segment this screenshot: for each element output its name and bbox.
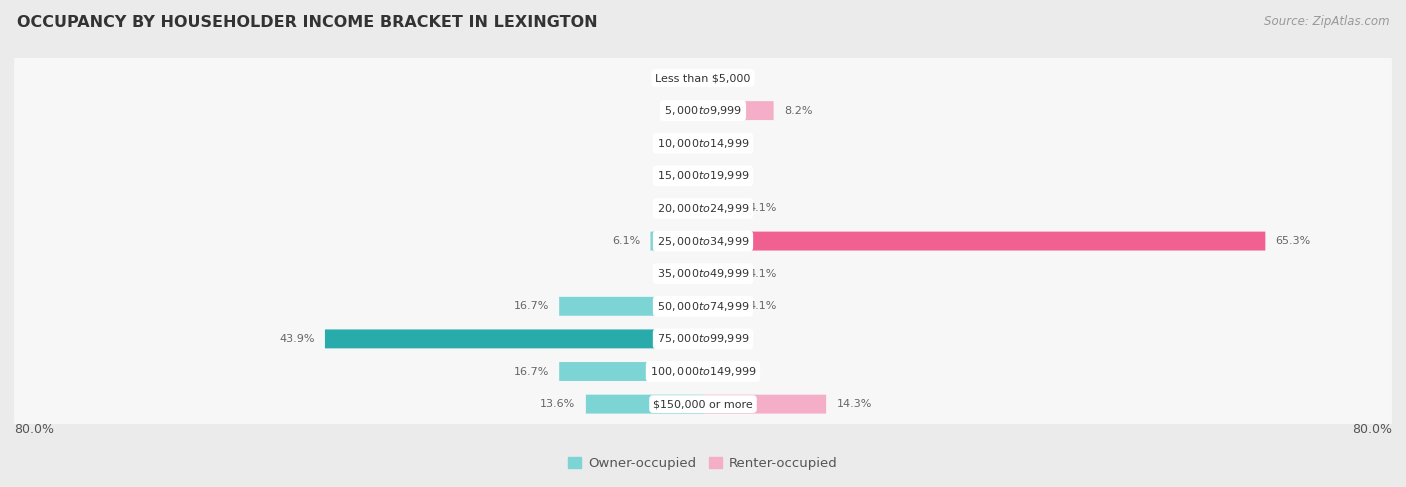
FancyBboxPatch shape (586, 394, 703, 413)
Text: $15,000 to $19,999: $15,000 to $19,999 (657, 169, 749, 182)
FancyBboxPatch shape (14, 314, 1392, 364)
FancyBboxPatch shape (703, 232, 1265, 250)
Text: 65.3%: 65.3% (1275, 236, 1310, 246)
Text: 16.7%: 16.7% (513, 367, 548, 376)
Legend: Owner-occupied, Renter-occupied: Owner-occupied, Renter-occupied (562, 452, 844, 475)
FancyBboxPatch shape (703, 264, 738, 283)
FancyBboxPatch shape (690, 199, 703, 218)
Text: $5,000 to $9,999: $5,000 to $9,999 (664, 104, 742, 117)
Text: 0.0%: 0.0% (713, 138, 741, 148)
Text: 1.5%: 1.5% (651, 171, 679, 181)
FancyBboxPatch shape (14, 281, 1392, 331)
Text: 4.1%: 4.1% (748, 301, 778, 311)
Text: $150,000 or more: $150,000 or more (654, 399, 752, 409)
FancyBboxPatch shape (703, 101, 773, 120)
Text: Source: ZipAtlas.com: Source: ZipAtlas.com (1264, 15, 1389, 28)
FancyBboxPatch shape (14, 347, 1392, 396)
FancyBboxPatch shape (703, 394, 827, 413)
Text: 8.2%: 8.2% (785, 106, 813, 115)
FancyBboxPatch shape (14, 86, 1392, 135)
Text: 43.9%: 43.9% (280, 334, 315, 344)
Text: 80.0%: 80.0% (1353, 423, 1392, 436)
Text: 4.1%: 4.1% (748, 204, 778, 213)
Text: $20,000 to $24,999: $20,000 to $24,999 (657, 202, 749, 215)
Text: $10,000 to $14,999: $10,000 to $14,999 (657, 137, 749, 150)
Text: 0.0%: 0.0% (665, 269, 693, 279)
Text: 0.0%: 0.0% (713, 334, 741, 344)
FancyBboxPatch shape (690, 167, 703, 185)
Text: 0.0%: 0.0% (665, 138, 693, 148)
Text: $35,000 to $49,999: $35,000 to $49,999 (657, 267, 749, 280)
FancyBboxPatch shape (14, 216, 1392, 266)
FancyBboxPatch shape (560, 362, 703, 381)
FancyBboxPatch shape (14, 118, 1392, 168)
Text: 16.7%: 16.7% (513, 301, 548, 311)
Text: $100,000 to $149,999: $100,000 to $149,999 (650, 365, 756, 378)
Text: 0.0%: 0.0% (713, 171, 741, 181)
Text: $75,000 to $99,999: $75,000 to $99,999 (657, 333, 749, 345)
FancyBboxPatch shape (560, 297, 703, 316)
Text: OCCUPANCY BY HOUSEHOLDER INCOME BRACKET IN LEXINGTON: OCCUPANCY BY HOUSEHOLDER INCOME BRACKET … (17, 15, 598, 30)
Text: 13.6%: 13.6% (540, 399, 575, 409)
FancyBboxPatch shape (703, 297, 738, 316)
Text: Less than $5,000: Less than $5,000 (655, 73, 751, 83)
FancyBboxPatch shape (14, 249, 1392, 299)
Text: 0.0%: 0.0% (665, 73, 693, 83)
Text: $50,000 to $74,999: $50,000 to $74,999 (657, 300, 749, 313)
FancyBboxPatch shape (703, 199, 738, 218)
Text: 0.0%: 0.0% (665, 106, 693, 115)
FancyBboxPatch shape (14, 151, 1392, 201)
Text: 4.1%: 4.1% (748, 269, 778, 279)
Text: 0.0%: 0.0% (713, 367, 741, 376)
Text: $25,000 to $34,999: $25,000 to $34,999 (657, 235, 749, 247)
FancyBboxPatch shape (651, 232, 703, 250)
FancyBboxPatch shape (14, 53, 1392, 103)
Text: 14.3%: 14.3% (837, 399, 872, 409)
FancyBboxPatch shape (14, 184, 1392, 233)
FancyBboxPatch shape (14, 379, 1392, 429)
FancyBboxPatch shape (325, 329, 703, 348)
Text: 1.5%: 1.5% (651, 204, 679, 213)
Text: 0.0%: 0.0% (713, 73, 741, 83)
Text: 80.0%: 80.0% (14, 423, 53, 436)
Text: 6.1%: 6.1% (612, 236, 640, 246)
